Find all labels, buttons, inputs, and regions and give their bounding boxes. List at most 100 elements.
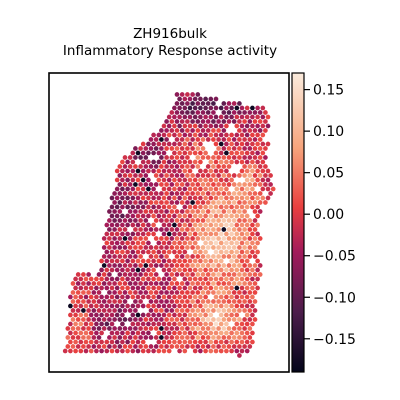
tissue-spot	[252, 200, 258, 205]
tissue-spot	[68, 339, 73, 345]
tissue-spot	[203, 114, 208, 120]
tissue-spot	[190, 344, 195, 349]
tissue-spot	[208, 267, 214, 273]
tissue-spot	[177, 294, 182, 300]
tissue-spot	[130, 294, 136, 300]
tissue-spot	[229, 114, 234, 120]
tissue-spot	[216, 344, 221, 349]
tissue-spot	[257, 200, 263, 205]
tissue-spot	[198, 177, 203, 183]
tissue-spot	[198, 312, 203, 318]
tissue-spot	[138, 209, 143, 214]
tissue-spot	[198, 186, 203, 192]
tissue-spot	[94, 348, 99, 354]
tissue-spot	[198, 267, 203, 273]
tissue-spot	[234, 348, 240, 354]
tissue-spot	[130, 213, 136, 219]
tissue-spot	[229, 231, 234, 237]
tissue-spot	[138, 326, 143, 331]
tissue-spot	[260, 105, 266, 111]
tissue-spot	[242, 272, 247, 277]
tissue-spot	[247, 128, 253, 133]
tissue-spot	[104, 222, 110, 228]
tissue-spot	[224, 231, 229, 237]
tissue-spot	[218, 114, 224, 120]
tissue-spot	[250, 186, 255, 192]
tissue-spot	[260, 195, 266, 201]
chart-subtitle: Inflammatory Response activity	[62, 43, 278, 59]
tissue-spot	[260, 123, 266, 129]
tissue-spot	[244, 195, 250, 201]
tissue-spot	[229, 285, 234, 291]
tissue-spot	[229, 177, 234, 183]
tissue-spot	[237, 155, 242, 160]
tissue-spot	[231, 101, 237, 106]
tissue-spot	[172, 249, 177, 255]
tissue-spot	[109, 294, 115, 300]
tissue-spot	[179, 326, 185, 331]
tissue-spot	[73, 303, 78, 309]
tissue-spot	[200, 209, 206, 214]
tissue-spot	[179, 137, 185, 142]
tissue-spot	[135, 186, 141, 192]
tissue-spot	[257, 236, 263, 241]
tissue-spot	[252, 254, 258, 259]
tissue-spot	[109, 204, 115, 210]
tissue-spot	[140, 159, 146, 165]
tissue-spot	[107, 227, 112, 232]
tissue-spot	[252, 218, 258, 223]
tissue-spot	[226, 137, 232, 142]
tissue-spot	[117, 272, 123, 277]
tissue-spot	[109, 321, 115, 327]
tissue-spot	[218, 132, 224, 138]
tissue-spot	[231, 218, 237, 223]
tissue-spot	[211, 317, 216, 322]
tissue-spot	[146, 213, 151, 219]
tissue-spot	[239, 339, 245, 345]
tissue-spot	[198, 285, 203, 291]
tissue-spot	[174, 128, 180, 133]
tissue-spot	[161, 177, 167, 183]
tissue-spot	[125, 240, 130, 246]
tissue-spot	[153, 308, 159, 313]
tissue-spot	[166, 303, 172, 309]
tissue-spot	[151, 303, 156, 309]
tissue-spot	[200, 119, 206, 124]
tissue-spot	[190, 173, 195, 178]
colorbar-tick-label: 0.00	[313, 207, 344, 223]
tissue-spot	[247, 281, 253, 286]
tissue-spot	[159, 344, 164, 349]
tissue-spot	[127, 164, 133, 169]
tissue-spot	[179, 155, 185, 160]
tissue-spot	[200, 137, 206, 142]
tissue-spot	[190, 254, 195, 259]
tissue-spot	[161, 348, 167, 354]
tissue-spot	[226, 173, 232, 178]
tissue-spot	[146, 186, 151, 192]
tissue-spot	[250, 114, 255, 120]
tissue-spot	[107, 326, 112, 331]
tissue-spot	[127, 173, 133, 178]
tissue-spot	[237, 137, 242, 142]
tissue-spot	[133, 173, 138, 178]
tissue-spot	[255, 132, 260, 138]
tissue-spot	[166, 195, 172, 201]
tissue-spot	[247, 317, 253, 322]
tissue-spot	[138, 218, 143, 223]
tissue-spot	[135, 249, 141, 255]
tissue-spot	[133, 344, 138, 349]
tissue-spot	[156, 249, 162, 255]
tissue-spot	[179, 272, 185, 277]
tissue-spot	[140, 294, 146, 300]
tissue-spot	[187, 213, 193, 219]
tissue-spot	[174, 344, 180, 349]
tissue-spot	[156, 321, 162, 327]
tissue-spot	[179, 299, 185, 304]
tissue-spot	[182, 105, 188, 111]
tissue-spot	[247, 110, 253, 115]
tissue-spot	[127, 263, 133, 268]
tissue-spot	[86, 317, 91, 322]
tissue-spot	[203, 96, 208, 102]
tissue-spot	[174, 146, 180, 151]
tissue-spot	[127, 308, 133, 313]
